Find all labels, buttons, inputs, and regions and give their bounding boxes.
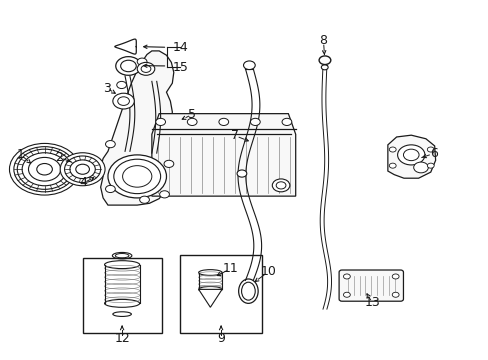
Circle shape (117, 81, 126, 89)
Circle shape (243, 61, 255, 69)
Circle shape (219, 118, 228, 126)
Circle shape (391, 292, 398, 297)
Circle shape (276, 182, 285, 189)
Text: 10: 10 (261, 265, 276, 278)
Circle shape (321, 65, 327, 70)
Circle shape (22, 153, 67, 186)
Text: 14: 14 (172, 41, 187, 54)
Circle shape (108, 155, 166, 198)
Circle shape (156, 118, 165, 126)
Circle shape (113, 93, 134, 109)
Circle shape (159, 191, 169, 198)
Text: 4: 4 (80, 176, 87, 189)
Circle shape (28, 157, 61, 181)
Polygon shape (101, 51, 173, 205)
Circle shape (105, 185, 115, 193)
Circle shape (122, 166, 152, 187)
Text: 15: 15 (172, 60, 188, 73)
Text: 3: 3 (103, 82, 111, 95)
Polygon shape (387, 135, 435, 178)
Circle shape (37, 163, 52, 175)
Circle shape (403, 149, 418, 161)
Circle shape (114, 159, 160, 194)
Circle shape (17, 149, 72, 189)
Circle shape (397, 145, 424, 165)
Circle shape (427, 163, 433, 168)
Circle shape (163, 160, 173, 167)
Bar (180, 255, 262, 333)
Circle shape (60, 153, 105, 186)
Text: 5: 5 (187, 108, 195, 121)
Text: 6: 6 (429, 147, 437, 160)
Circle shape (388, 163, 395, 168)
FancyBboxPatch shape (338, 270, 403, 301)
Circle shape (118, 97, 129, 105)
Text: 11: 11 (223, 262, 238, 275)
Circle shape (116, 57, 141, 75)
Circle shape (64, 156, 101, 183)
Circle shape (137, 62, 155, 75)
Circle shape (413, 162, 427, 173)
Circle shape (76, 164, 89, 174)
Text: 12: 12 (114, 332, 130, 345)
Circle shape (250, 118, 260, 126)
Text: 7: 7 (230, 129, 238, 142)
Text: 13: 13 (364, 296, 379, 309)
Circle shape (9, 143, 80, 195)
Circle shape (237, 170, 246, 177)
Text: 2: 2 (55, 151, 63, 164)
Text: 1: 1 (16, 148, 24, 161)
Circle shape (272, 179, 289, 192)
Circle shape (282, 118, 291, 126)
Polygon shape (198, 289, 222, 307)
Circle shape (14, 147, 75, 192)
Circle shape (105, 140, 115, 148)
Text: 8: 8 (319, 34, 327, 48)
Circle shape (391, 274, 398, 279)
Circle shape (427, 147, 433, 152)
Circle shape (121, 60, 136, 72)
Circle shape (388, 147, 395, 152)
Circle shape (319, 56, 330, 64)
Polygon shape (152, 114, 295, 196)
Circle shape (343, 292, 349, 297)
Circle shape (140, 196, 149, 203)
Circle shape (70, 160, 95, 179)
Circle shape (137, 58, 147, 65)
Circle shape (343, 274, 349, 279)
Bar (82, 258, 161, 333)
Circle shape (187, 118, 197, 126)
Text: 9: 9 (217, 332, 224, 345)
Circle shape (141, 65, 151, 72)
